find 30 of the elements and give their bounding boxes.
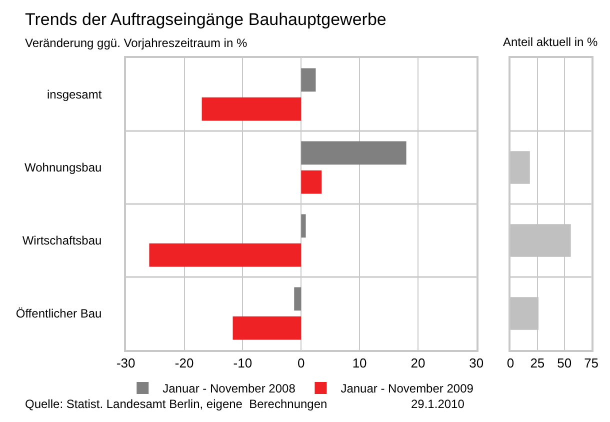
x-tick-label: 10 [352,355,367,370]
y-tick-label: Öffentlicher Bau [16,306,102,321]
x-tick-label: -10 [233,355,252,370]
x-tick-label: 25 [530,355,545,370]
y-tick-label: insgesamt [47,88,102,102]
chart-title: Trends der Auftragseingänge Bauhauptgewerbe [25,10,386,29]
bar [301,68,316,92]
x-tick-label: 0 [506,355,514,370]
x-tick-label: 30 [469,355,484,370]
y-tick-label: Wirtschaftsbau [22,234,102,248]
bar [202,97,302,121]
chart-subtitle: Veränderung ggü. Vorjahreszeitraum in % [25,36,248,50]
x-tick-label: 50 [557,355,572,370]
x-tick-label: -20 [174,355,194,370]
legend-label: Januar - November 2008 [162,382,296,396]
bar [294,287,302,311]
bar [301,214,306,238]
bar [301,170,322,194]
text: 29.1.2010 [411,397,465,411]
source-note: Quelle: Statist. Landesamt Berlin, eigene Berechnungen [25,397,328,411]
x-tick-label: -30 [116,355,136,370]
x-tick-label: 75 [584,355,599,370]
x-tick-label: 0 [298,355,305,370]
y-tick-label: Wohnungsbau [24,160,102,175]
bar [149,243,302,267]
bar [301,141,406,165]
legend-label: Januar - November 2009 [340,382,474,396]
bar [232,316,302,340]
x-tick-label: 20 [410,355,426,370]
chart-title: Anteil aktuell in % [503,35,598,49]
